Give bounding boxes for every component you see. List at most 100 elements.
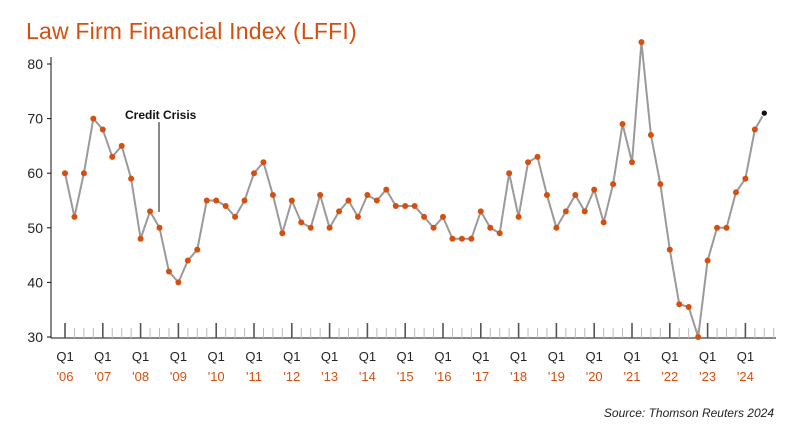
x-tick-quarter-label: Q1 [397,349,414,364]
data-point [269,192,276,199]
x-tick-quarter-label: Q1 [699,349,716,364]
data-point [638,39,645,46]
data-point [695,334,702,340]
data-point [298,219,305,226]
y-tick-label: 30 [27,329,43,345]
data-point [468,235,475,242]
x-tick-year-label: '15 [397,369,414,384]
data-point [543,192,550,199]
x-tick-year-label: '06 [57,369,74,384]
chart-title: Law Firm Financial Index (LFFI) [26,18,357,44]
data-point [610,181,617,188]
data-point [222,202,229,209]
data-point [458,235,465,242]
data-point [411,202,418,209]
data-point [430,224,437,231]
data-point [288,197,295,204]
x-tick-year-label: '23 [699,369,716,384]
data-point [534,153,541,160]
x-tick-quarter-label: Q1 [132,349,149,364]
data-point [581,208,588,215]
x-tick-quarter-label: Q1 [623,349,640,364]
data-point-latest [760,109,768,117]
y-tick-label: 80 [27,56,43,72]
x-tick-year-label: '11 [246,369,262,384]
data-point [364,192,371,199]
x-tick-quarter-label: Q1 [94,349,111,364]
data-point [62,170,68,177]
x-tick-quarter-label: Q1 [510,349,527,364]
data-point [90,115,97,122]
data-point [279,230,286,237]
data-point [591,186,598,193]
y-tick-label: 70 [27,111,43,127]
x-tick-quarter-label: Q1 [245,349,262,364]
data-point [619,121,626,128]
data-point [80,170,87,177]
data-point [137,235,144,242]
data-point [647,131,654,138]
data-point [600,219,607,226]
data-point [317,192,324,199]
x-tick-year-label: '22 [661,369,678,384]
data-point [515,213,522,220]
data-point [685,303,692,310]
data-point [354,213,361,220]
data-point [165,268,172,275]
data-point [109,153,116,160]
x-tick-year-label: '17 [472,369,489,384]
data-point [383,186,390,193]
data-point [175,279,182,286]
data-point [487,224,494,231]
x-tick-year-label: '19 [548,369,565,384]
y-tick-label: 60 [27,165,43,181]
x-tick-year-label: '13 [321,369,338,384]
data-point [241,197,248,204]
data-point [657,181,664,188]
data-point [71,213,78,220]
x-tick-year-label: '12 [283,369,300,384]
data-point [742,175,749,182]
data-point [449,235,456,242]
data-point [213,197,220,204]
x-tick-year-label: '07 [94,369,111,384]
x-tick-quarter-label: Q1 [208,349,225,364]
data-point [128,175,135,182]
data-point [194,246,201,253]
source-note: Source: Thomson Reuters 2024 [603,406,774,420]
data-point [723,224,730,231]
data-point [714,224,721,231]
x-tick-year-label: '16 [435,369,452,384]
data-point [184,257,191,264]
data-point [440,213,446,220]
x-tick-year-label: '14 [359,369,376,384]
data-point [307,224,314,231]
x-tick-quarter-label: Q1 [472,349,489,364]
y-axis: 30 40 50 60 70 80 [27,56,776,345]
data-point [147,208,154,215]
x-tick-year-label: '08 [132,369,149,384]
data-point [553,224,560,231]
x-tick-quarter-label: Q1 [586,349,603,364]
data-point [156,224,163,231]
data-point [99,126,106,133]
x-tick-year-label: '21 [624,369,641,384]
x-tick-quarter-label: Q1 [283,349,300,364]
x-tick-year-label: '20 [586,369,603,384]
x-tick-quarter-label: Q1 [321,349,338,364]
credit-crisis-annotation: Credit Crisis [125,108,197,212]
data-point [232,213,239,220]
y-tick-label: 50 [27,220,43,236]
data-point [751,126,758,133]
data-point [203,197,210,204]
data-point [421,213,428,220]
data-point [260,159,267,166]
data-point [704,257,711,264]
data-point [345,197,352,204]
x-tick-quarter-label: Q1 [548,349,565,364]
y-tick-label: 40 [27,274,43,290]
x-tick-year-label: '24 [737,369,754,384]
series-lffi [62,39,768,340]
